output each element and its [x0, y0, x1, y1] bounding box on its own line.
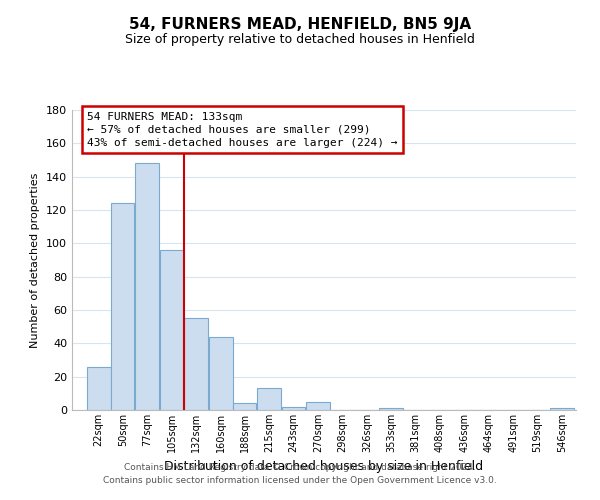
Bar	[86, 366, 110, 410]
Bar	[233, 404, 256, 410]
Bar	[111, 204, 134, 410]
Bar	[282, 406, 305, 410]
Bar	[209, 336, 233, 410]
Bar	[184, 318, 208, 410]
Text: Contains public sector information licensed under the Open Government Licence v3: Contains public sector information licen…	[103, 476, 497, 485]
Text: 54, FURNERS MEAD, HENFIELD, BN5 9JA: 54, FURNERS MEAD, HENFIELD, BN5 9JA	[129, 18, 471, 32]
Text: Contains HM Land Registry data © Crown copyright and database right 2024.: Contains HM Land Registry data © Crown c…	[124, 464, 476, 472]
Text: 54 FURNERS MEAD: 133sqm
← 57% of detached houses are smaller (299)
43% of semi-d: 54 FURNERS MEAD: 133sqm ← 57% of detache…	[87, 112, 398, 148]
Bar	[160, 250, 183, 410]
Bar	[379, 408, 403, 410]
Y-axis label: Number of detached properties: Number of detached properties	[31, 172, 40, 348]
Bar	[135, 164, 159, 410]
X-axis label: Distribution of detached houses by size in Henfield: Distribution of detached houses by size …	[164, 460, 484, 473]
Bar	[550, 408, 574, 410]
Bar	[306, 402, 330, 410]
Text: Size of property relative to detached houses in Henfield: Size of property relative to detached ho…	[125, 32, 475, 46]
Bar	[257, 388, 281, 410]
